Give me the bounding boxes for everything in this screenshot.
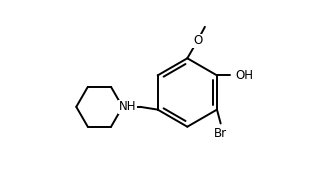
Text: NH: NH — [118, 100, 136, 113]
Text: O: O — [193, 34, 202, 47]
Text: Br: Br — [214, 127, 227, 140]
Text: OH: OH — [236, 69, 254, 82]
